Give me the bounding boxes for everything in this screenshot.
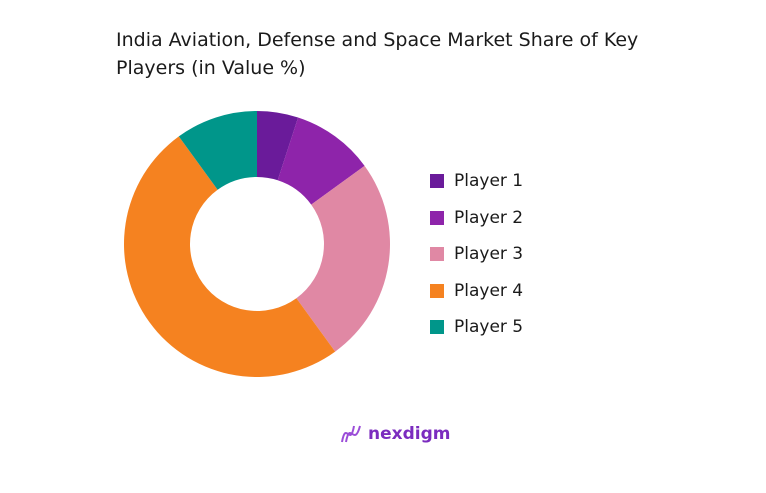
chart-title: India Aviation, Defense and Space Market…: [116, 29, 639, 79]
legend-item: Player 1: [430, 163, 523, 200]
nexdigm-wave-icon: [341, 425, 361, 443]
legend-label: Player 5: [454, 317, 524, 338]
legend-label: Player 2: [454, 207, 524, 228]
legend-label: Player 1: [454, 171, 524, 192]
legend-item: Player 5: [430, 309, 523, 346]
legend: Player 1 Player 2 Player 3 Player 4 Player 5: [430, 163, 523, 346]
donut-slice-4: [124, 136, 336, 377]
legend-item: Player 4: [430, 273, 523, 310]
legend-item: Player 3: [430, 236, 523, 273]
donut-slice-5: [178, 111, 257, 190]
donut-slice-1: [257, 111, 299, 181]
legend-swatch: [430, 247, 444, 262]
legend-label: Player 4: [454, 280, 524, 301]
legend-label: Player 3: [454, 244, 524, 265]
donut-slice-3: [296, 165, 390, 352]
legend-swatch: [430, 210, 444, 225]
brand-name: nexdigm: [368, 424, 451, 444]
legend-swatch: [430, 174, 444, 189]
brand-logo: nexdigm: [340, 424, 450, 444]
donut-slice-2: [277, 117, 365, 205]
legend-item: Player 2: [430, 200, 523, 237]
legend-swatch: [430, 320, 444, 335]
legend-swatch: [430, 283, 444, 298]
